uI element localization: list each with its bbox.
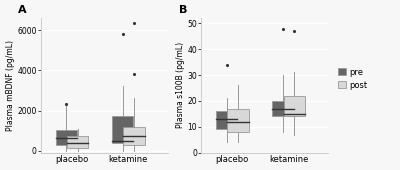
Bar <box>112 116 133 143</box>
Y-axis label: Plasma s100B (pg/mL): Plasma s100B (pg/mL) <box>176 42 185 129</box>
Bar <box>216 111 238 129</box>
Text: B: B <box>179 5 187 15</box>
Bar <box>67 136 88 148</box>
Bar <box>56 130 77 145</box>
Text: A: A <box>18 5 27 15</box>
Legend: pre, post: pre, post <box>336 66 369 91</box>
Bar <box>272 101 294 116</box>
Bar <box>227 109 249 132</box>
Bar <box>123 127 144 145</box>
Y-axis label: Plasma mBDNF (pg/mL): Plasma mBDNF (pg/mL) <box>6 40 14 131</box>
Bar <box>284 96 305 116</box>
